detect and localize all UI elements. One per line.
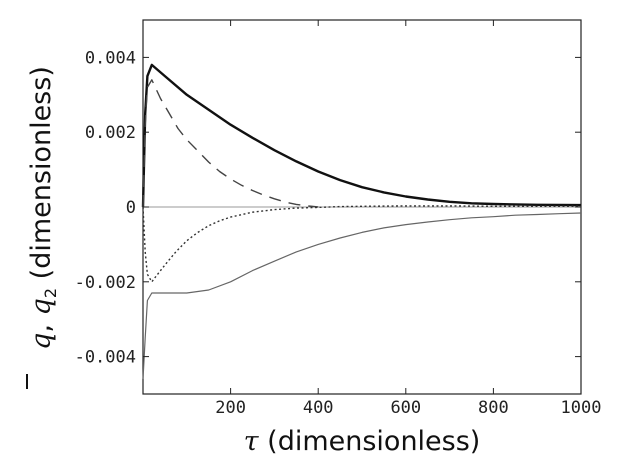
x-axis-label-text: (dimensionless) xyxy=(259,426,481,457)
series-line-4 xyxy=(142,212,582,380)
series-line-1 xyxy=(141,63,582,208)
x-tick-label: 800 xyxy=(478,398,509,418)
series-layer xyxy=(141,63,582,380)
y-tick-label: 0 xyxy=(126,198,136,218)
x-axis-title: τ (dimensionless) xyxy=(244,426,481,457)
y-tick-label: -0.004 xyxy=(75,348,136,368)
y-tick-label: -0.002 xyxy=(75,273,136,293)
y-axis-separator: , xyxy=(26,315,57,332)
x-tick-label: 400 xyxy=(303,398,334,418)
y-axis-label-text: (dimensionless) xyxy=(26,66,57,288)
y-tick-label: 0.004 xyxy=(85,48,136,68)
x-tick-label: 200 xyxy=(215,398,246,418)
y-tick-label: 0.002 xyxy=(85,123,136,143)
tick-labels-layer: 200 400 600 800 1000 0.004 0.002 0 -0.002 -0.004 xyxy=(75,48,602,418)
y-axis-symbol-q2: q xyxy=(26,298,57,315)
x-tick-label: 1000 xyxy=(561,398,602,418)
ticks-layer xyxy=(143,20,582,394)
x-axis-symbol: τ xyxy=(244,426,260,457)
y-axis-symbol-qbar: q xyxy=(26,333,57,350)
x-tick-label: 600 xyxy=(390,398,421,418)
y-axis-symbol-subscript: 2 xyxy=(41,288,60,298)
series-line-2 xyxy=(142,79,319,208)
y-axis-title-group: q, q2 (dimensionless) xyxy=(26,66,60,350)
series-line-3 xyxy=(142,205,581,283)
y-axis-title: q, q2 (dimensionless) xyxy=(26,66,60,350)
